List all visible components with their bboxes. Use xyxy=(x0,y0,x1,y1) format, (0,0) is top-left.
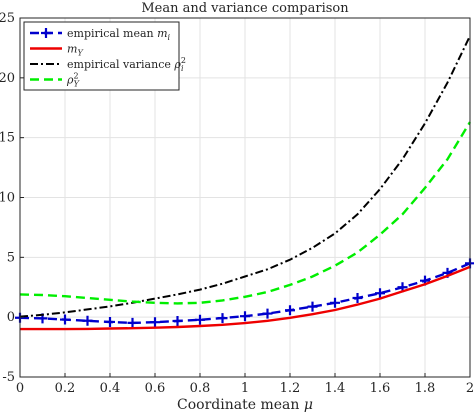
data-point xyxy=(285,305,295,316)
x-tick-label: 0.8 xyxy=(190,381,211,396)
x-axis-label-symbol: μ xyxy=(304,397,313,413)
legend-label: mY xyxy=(67,43,83,58)
y-tick-label: 5 xyxy=(7,250,15,265)
x-tick-label: 1 xyxy=(241,381,249,396)
series-group xyxy=(19,35,471,318)
x-tick-label: 0 xyxy=(16,381,24,396)
y-tick-label: 0 xyxy=(7,310,15,325)
x-axis-label-text: Coordinate mean xyxy=(177,397,304,413)
data-point xyxy=(330,297,340,308)
data-point xyxy=(375,288,385,299)
y-tick-label: 15 xyxy=(0,131,15,146)
x-tick-label: 1.4 xyxy=(325,381,346,396)
y-tick-label: 10 xyxy=(0,191,15,206)
data-point xyxy=(127,317,138,328)
data-point xyxy=(352,293,363,304)
y-tick-label: 20 xyxy=(0,71,15,86)
data-point xyxy=(60,314,70,325)
x-tick-label: 2 xyxy=(466,381,474,396)
data-point xyxy=(105,316,115,327)
data-point xyxy=(240,311,250,322)
data-point xyxy=(262,308,273,319)
data-point xyxy=(307,301,318,312)
legend-label: empirical mean mi xyxy=(67,27,171,42)
y-tick-label: 25 xyxy=(0,11,15,26)
legend-label: ρ2 Y xyxy=(66,72,80,89)
x-tick-label: 1.6 xyxy=(370,381,391,396)
series-line xyxy=(19,35,471,318)
data-point xyxy=(195,314,205,325)
x-tick-label: 0.4 xyxy=(100,381,121,396)
x-tick-label: 0.6 xyxy=(145,381,166,396)
x-tick-label: 1.8 xyxy=(415,381,436,396)
chart-title: Mean and variance comparison xyxy=(141,1,349,16)
data-point xyxy=(217,313,228,324)
x-axis-label: Coordinate mean μ xyxy=(177,397,313,413)
x-tick-label: 0.2 xyxy=(55,381,76,396)
series-group xyxy=(19,121,472,305)
series-line xyxy=(19,121,472,305)
legend-label: empirical variance ρ2 i xyxy=(67,56,186,73)
series-group xyxy=(20,265,471,331)
series-line xyxy=(20,265,471,331)
data-point xyxy=(150,317,160,328)
data-point xyxy=(172,315,183,326)
x-tick-label: 1.2 xyxy=(280,381,301,396)
data-point xyxy=(82,315,93,326)
y-tick-label: -5 xyxy=(2,370,15,385)
legend-marker xyxy=(41,28,51,38)
